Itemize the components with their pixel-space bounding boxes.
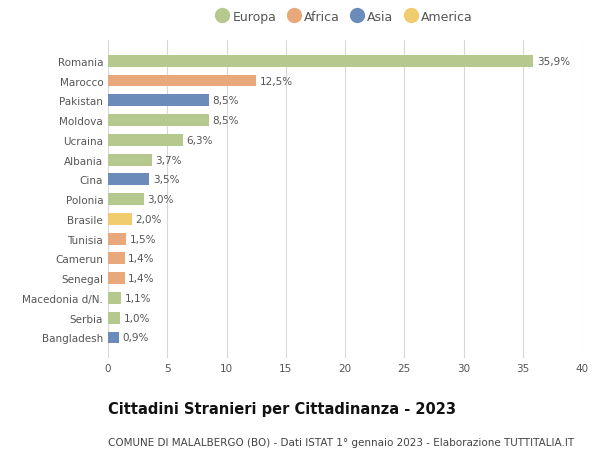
Bar — [108, 174, 149, 186]
Bar — [108, 56, 533, 67]
Text: 1,1%: 1,1% — [125, 293, 151, 303]
Text: 3,7%: 3,7% — [155, 155, 182, 165]
Text: 2,0%: 2,0% — [135, 214, 161, 224]
Bar — [108, 312, 120, 324]
Text: 8,5%: 8,5% — [212, 96, 239, 106]
Bar — [108, 292, 121, 304]
Text: 0,9%: 0,9% — [122, 333, 149, 343]
Bar — [108, 75, 256, 87]
Bar — [108, 213, 132, 225]
Text: 1,4%: 1,4% — [128, 254, 155, 264]
Text: 35,9%: 35,9% — [537, 56, 570, 67]
Text: 3,5%: 3,5% — [153, 175, 179, 185]
Text: COMUNE DI MALALBERGO (BO) - Dati ISTAT 1° gennaio 2023 - Elaborazione TUTTITALIA: COMUNE DI MALALBERGO (BO) - Dati ISTAT 1… — [108, 437, 574, 447]
Bar — [108, 115, 209, 127]
Bar — [108, 194, 143, 206]
Text: 1,0%: 1,0% — [124, 313, 150, 323]
Text: Cittadini Stranieri per Cittadinanza - 2023: Cittadini Stranieri per Cittadinanza - 2… — [108, 401, 456, 416]
Bar — [108, 253, 125, 265]
Bar — [108, 273, 125, 285]
Text: 3,0%: 3,0% — [147, 195, 173, 205]
Bar — [108, 134, 182, 146]
Legend: Europa, Africa, Asia, America: Europa, Africa, Asia, America — [212, 6, 478, 29]
Text: 8,5%: 8,5% — [212, 116, 239, 126]
Text: 12,5%: 12,5% — [260, 76, 293, 86]
Text: 1,5%: 1,5% — [130, 234, 156, 244]
Bar — [108, 233, 126, 245]
Text: 1,4%: 1,4% — [128, 274, 155, 284]
Text: 6,3%: 6,3% — [186, 135, 213, 146]
Bar — [108, 95, 209, 107]
Bar — [108, 154, 152, 166]
Bar — [108, 332, 119, 344]
